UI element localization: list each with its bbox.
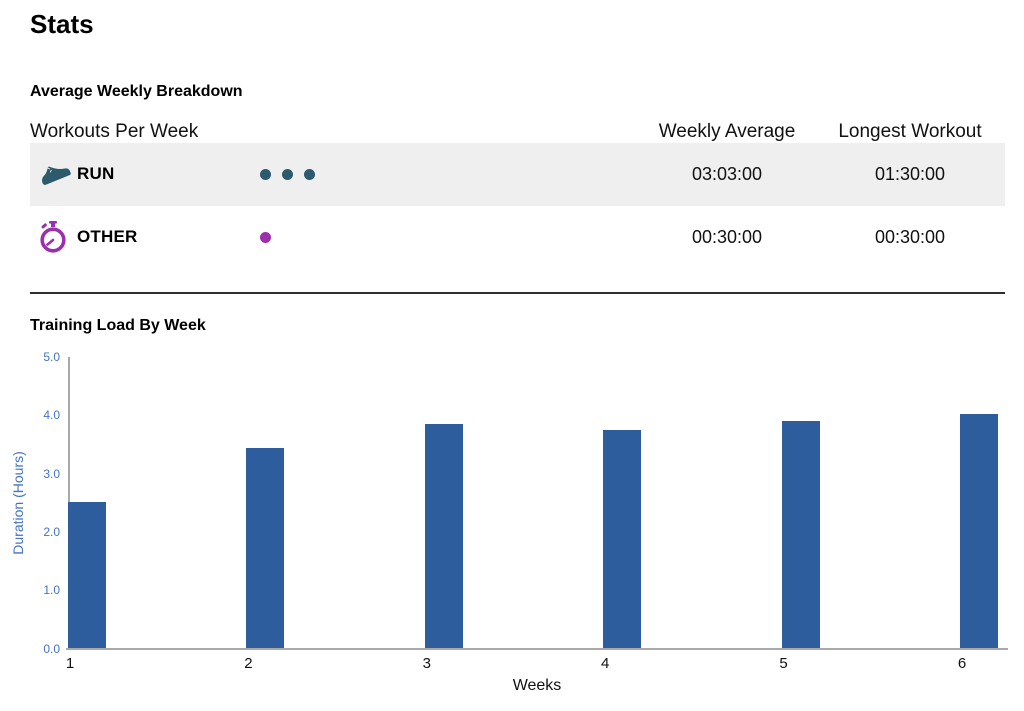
section-divider	[30, 291, 1005, 294]
run-shoe-icon	[30, 160, 77, 188]
y-tick-label: 2.0	[43, 525, 60, 540]
run-weekly-average-value: 03:03:00	[691, 163, 763, 184]
training-load-chart: Duration (Hours) Weeks 0.0 1.0 2.0 3.0 4.0 5.…	[0, 335, 1024, 707]
other-row: OTHER 00:30:00 00:30:00	[30, 206, 1005, 269]
workout-dot	[304, 168, 315, 180]
other-weekly-average-value: 00:30:00	[691, 226, 763, 247]
bar-week-4	[603, 429, 642, 648]
page-title: Stats	[30, 9, 94, 39]
column-weekly-average: Weekly Average	[658, 120, 796, 142]
y-tick-label: 0.0	[43, 641, 60, 656]
x-tick-label: 3	[422, 654, 431, 672]
x-tick-label: 1	[65, 654, 75, 672]
y-tick-label: 5.0	[43, 349, 60, 364]
workout-dot	[282, 168, 293, 180]
column-workouts-per-week: Workouts Per Week	[30, 120, 199, 142]
breakdown-table-header: Workouts Per Week Weekly Average Longest…	[30, 116, 1005, 143]
run-workout-dots	[242, 168, 647, 180]
breakdown-table: Workouts Per Week Weekly Average Longest…	[30, 116, 1005, 269]
sport-label-other: OTHER	[77, 227, 138, 247]
x-tick-label: 6	[957, 654, 967, 672]
x-axis-title: Weeks	[512, 676, 562, 694]
y-tick-label: 4.0	[43, 408, 60, 423]
column-longest-workout: Longest Workout	[838, 120, 982, 142]
x-tick-label: 2	[244, 654, 253, 672]
stopwatch-icon	[30, 220, 77, 254]
run-row: RUN 03:03:00 01:30:00	[30, 142, 1005, 206]
other-workout-dots	[242, 231, 647, 243]
workout-dot	[260, 231, 271, 243]
bar-week-2	[246, 447, 285, 648]
x-axis-line	[66, 647, 1008, 650]
run-longest-workout-value: 01:30:00	[874, 163, 946, 184]
bar-week-1	[68, 501, 106, 648]
training-load-heading: Training Load By Week	[30, 316, 206, 334]
x-tick-label: 4	[601, 654, 610, 672]
sport-label-run: RUN	[77, 164, 115, 184]
y-tick-label: 1.0	[43, 583, 60, 598]
bar-week-6	[960, 413, 998, 648]
workout-dot	[260, 168, 271, 180]
other-longest-workout-value: 00:30:00	[874, 226, 946, 247]
bar-week-5	[781, 420, 820, 648]
y-tick-label: 3.0	[43, 466, 60, 481]
bar-week-3	[424, 423, 463, 648]
x-tick-label: 5	[779, 654, 788, 672]
breakdown-heading: Average Weekly Breakdown	[30, 82, 243, 100]
